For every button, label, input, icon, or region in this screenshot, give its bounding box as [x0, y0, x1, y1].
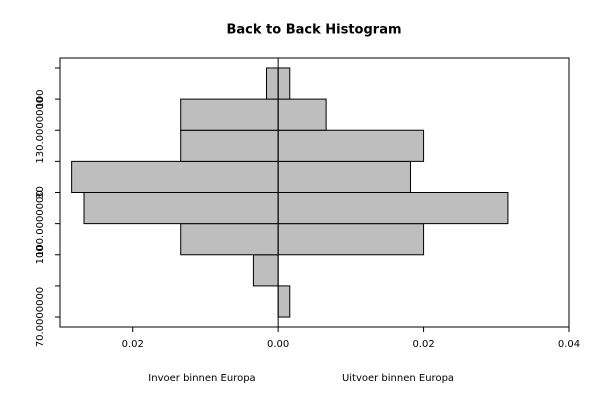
y-tick-label: 70.0000000 — [35, 287, 46, 347]
bar — [277, 98, 327, 131]
legend-label: Uitvoer binnen Europa — [342, 373, 454, 384]
bar — [71, 160, 279, 193]
x-tick-label: 0.02 — [412, 339, 434, 350]
bar — [266, 67, 279, 100]
bar — [252, 254, 279, 287]
bar — [277, 129, 425, 162]
x-tick-label: 0.02 — [122, 339, 144, 350]
bar — [277, 160, 411, 193]
bar — [180, 223, 279, 256]
bar — [277, 285, 291, 318]
bar — [180, 98, 279, 131]
legend-label: Invoer binnen Europa — [148, 373, 255, 384]
y-tick-label: 100.0000000 — [35, 190, 46, 257]
x-tick-label: 0.00 — [267, 339, 289, 350]
y-tick-label: 100 — [35, 245, 46, 264]
y-tick-label: 30 — [35, 186, 46, 199]
bar — [83, 192, 279, 225]
chart-title: Back to Back Histogram — [226, 23, 401, 38]
bar — [277, 67, 291, 100]
x-tick-label: 0.04 — [558, 339, 580, 350]
bar — [180, 129, 279, 162]
y-tick-label: 100 — [35, 90, 46, 109]
bar — [277, 223, 425, 256]
y-tick-label: 130.0000000 — [35, 97, 46, 164]
bar — [277, 192, 509, 225]
